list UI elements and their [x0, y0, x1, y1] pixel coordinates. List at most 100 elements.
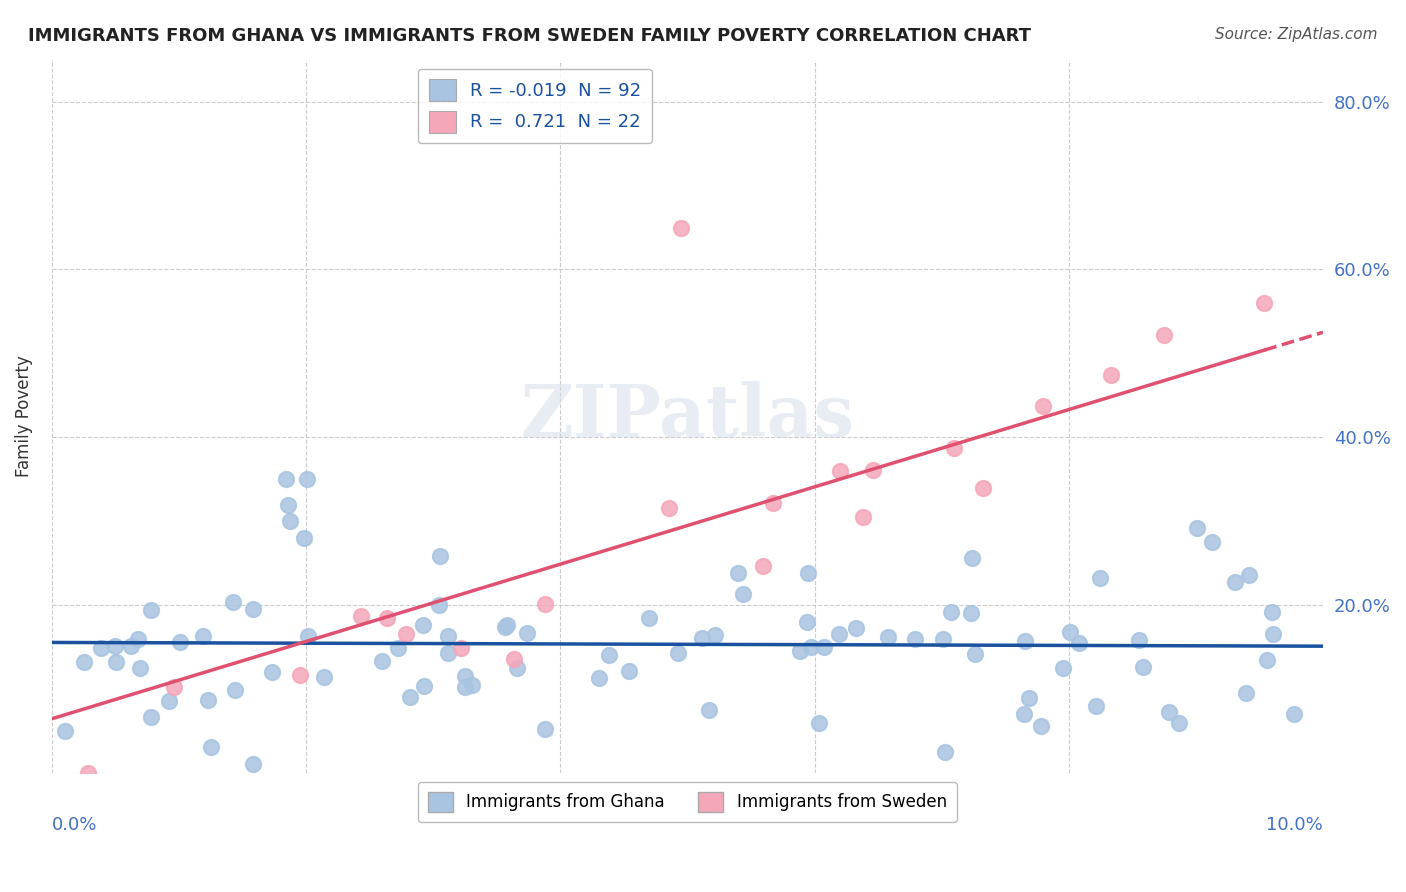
Point: [77, 766, 100, 780]
Point: [904, 632, 927, 646]
Point: [972, 481, 994, 495]
Point: [699, 703, 721, 717]
Point: [619, 664, 641, 678]
Point: [690, 632, 713, 646]
Point: [862, 463, 884, 477]
Text: IMMIGRANTS FROM GHANA VS IMMIGRANTS FROM SWEDEN FAMILY POVERTY CORRELATION CHART: IMMIGRANTS FROM GHANA VS IMMIGRANTS FROM…: [28, 27, 1031, 45]
Point: [1099, 368, 1122, 382]
Point: [666, 646, 689, 660]
Point: [762, 495, 785, 509]
Point: [638, 611, 661, 625]
Point: [436, 629, 458, 643]
Point: [197, 693, 219, 707]
Point: [807, 715, 830, 730]
Point: [1237, 567, 1260, 582]
Point: [813, 640, 835, 654]
Point: [454, 669, 477, 683]
Point: [1018, 690, 1040, 705]
Point: [727, 566, 749, 581]
Point: [375, 610, 398, 624]
Point: [105, 656, 128, 670]
Point: [1090, 571, 1112, 585]
Point: [960, 606, 983, 620]
Point: [429, 549, 451, 563]
Legend: Immigrants from Ghana, Immigrants from Sweden: Immigrants from Ghana, Immigrants from S…: [418, 781, 956, 822]
Point: [450, 641, 472, 656]
Point: [1059, 624, 1081, 639]
Point: [277, 498, 299, 512]
Point: [588, 671, 610, 685]
Point: [413, 680, 436, 694]
Point: [200, 740, 222, 755]
Point: [852, 510, 875, 524]
Point: [387, 640, 409, 655]
Point: [297, 629, 319, 643]
Point: [1031, 719, 1053, 733]
Point: [1084, 698, 1107, 713]
Point: [496, 618, 519, 632]
Point: [845, 621, 868, 635]
Text: 10.0%: 10.0%: [1267, 816, 1323, 834]
Point: [598, 648, 620, 662]
Point: [53, 724, 76, 739]
Point: [731, 587, 754, 601]
Point: [963, 647, 986, 661]
Point: [1256, 653, 1278, 667]
Point: [934, 745, 956, 759]
Text: 0.0%: 0.0%: [52, 816, 97, 834]
Point: [1012, 707, 1035, 722]
Point: [1157, 705, 1180, 719]
Point: [274, 472, 297, 486]
Point: [942, 441, 965, 455]
Point: [139, 710, 162, 724]
Point: [1234, 686, 1257, 700]
Point: [395, 627, 418, 641]
Point: [163, 681, 186, 695]
Point: [830, 465, 852, 479]
Point: [224, 683, 246, 698]
Point: [1132, 660, 1154, 674]
Point: [399, 690, 422, 705]
Point: [104, 639, 127, 653]
Point: [1185, 521, 1208, 535]
Point: [242, 602, 264, 616]
Point: [751, 558, 773, 573]
Point: [461, 678, 484, 692]
Point: [349, 609, 371, 624]
Point: [288, 668, 311, 682]
Point: [127, 632, 149, 646]
Point: [193, 629, 215, 643]
Point: [437, 646, 460, 660]
Point: [1052, 661, 1074, 675]
Point: [73, 655, 96, 669]
Point: [1167, 715, 1189, 730]
Point: [789, 644, 811, 658]
Point: [1128, 632, 1150, 647]
Point: [371, 654, 394, 668]
Point: [128, 661, 150, 675]
Text: Source: ZipAtlas.com: Source: ZipAtlas.com: [1215, 27, 1378, 42]
Point: [292, 531, 315, 545]
Point: [494, 620, 516, 634]
Point: [502, 652, 524, 666]
Point: [1153, 328, 1175, 343]
Point: [1261, 627, 1284, 641]
Point: [932, 632, 955, 646]
Point: [704, 628, 727, 642]
Y-axis label: Family Poverty: Family Poverty: [15, 356, 32, 477]
Point: [242, 756, 264, 771]
Point: [222, 595, 245, 609]
Point: [1223, 574, 1246, 589]
Point: [658, 501, 681, 516]
Point: [157, 693, 180, 707]
Point: [533, 723, 555, 737]
Point: [669, 220, 692, 235]
Point: [534, 597, 557, 611]
Point: [1261, 606, 1284, 620]
Text: ZIPatlas: ZIPatlas: [520, 381, 855, 452]
Point: [90, 640, 112, 655]
Point: [141, 602, 163, 616]
Point: [169, 635, 191, 649]
Point: [312, 670, 335, 684]
Point: [506, 661, 529, 675]
